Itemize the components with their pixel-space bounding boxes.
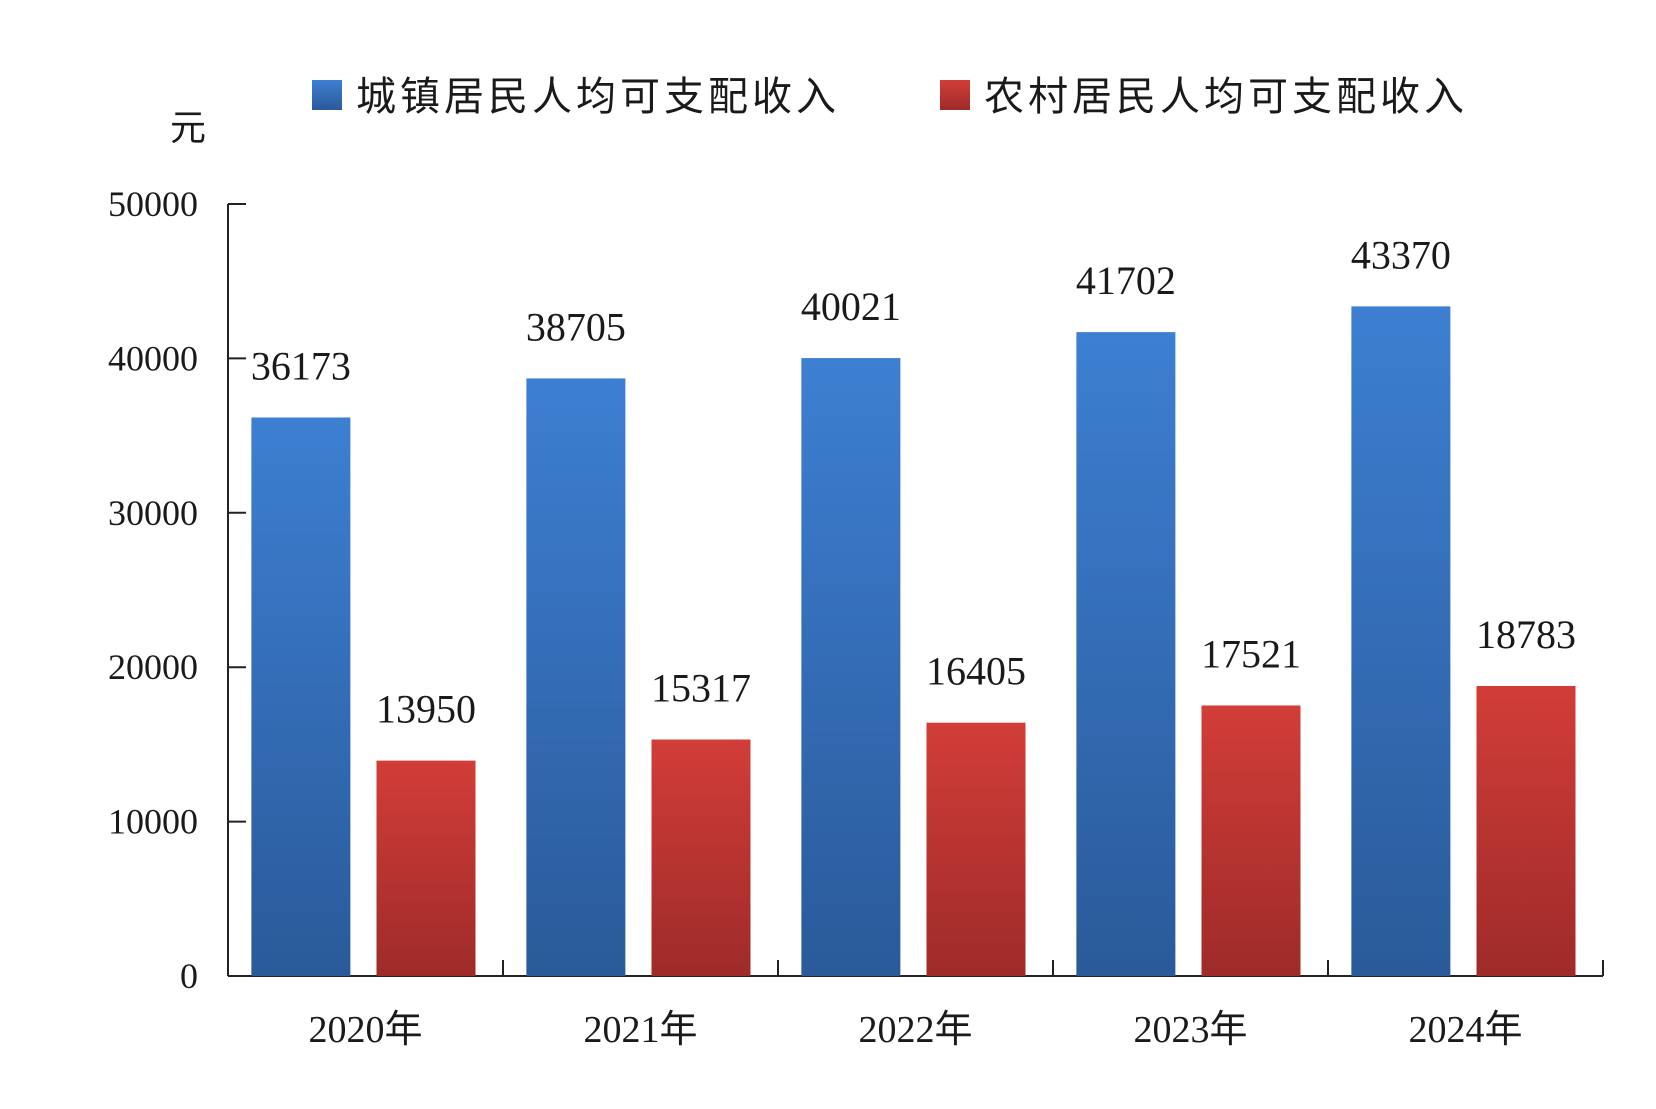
bar-rural <box>1201 705 1301 976</box>
data-label-rural: 18783 <box>1476 612 1576 657</box>
y-tick-label: 20000 <box>108 647 198 687</box>
data-label-urban: 38705 <box>526 304 626 349</box>
data-label-urban: 40021 <box>801 284 901 329</box>
data-label-rural: 16405 <box>926 649 1026 694</box>
y-axis-ticks: 0 10000 20000 30000 40000 50000 <box>108 184 246 996</box>
legend-swatch-urban <box>312 80 342 110</box>
data-label-urban: 41702 <box>1076 258 1176 303</box>
legend: 城镇居民人均可支配收入 农村居民人均可支配收入 <box>312 74 1468 119</box>
x-category-label: 2024年 <box>1408 1009 1522 1051</box>
y-tick-label: 50000 <box>108 184 198 224</box>
data-label-urban: 36173 <box>251 343 351 388</box>
bar-urban <box>801 358 901 976</box>
bar-urban <box>251 417 351 976</box>
y-tick-label: 0 <box>180 956 198 996</box>
x-category-label: 2022年 <box>858 1009 972 1051</box>
y-tick-label: 40000 <box>108 338 198 378</box>
bar-rural <box>651 739 751 976</box>
legend-swatch-rural <box>940 80 970 110</box>
bar-urban <box>1351 306 1451 976</box>
bar-rural <box>376 760 476 976</box>
bars <box>251 306 1576 977</box>
x-category-label: 2020年 <box>308 1009 422 1051</box>
data-label-rural: 15317 <box>651 666 751 711</box>
bar-rural <box>1476 685 1576 976</box>
x-category-label: 2023年 <box>1133 1009 1247 1051</box>
bar-urban <box>1076 332 1176 977</box>
x-category-label: 2021年 <box>583 1009 697 1051</box>
y-tick-label: 10000 <box>108 802 198 842</box>
bar-rural <box>926 722 1026 976</box>
data-label-rural: 17521 <box>1201 631 1301 676</box>
bar-urban <box>526 378 626 977</box>
x-axis-ticks <box>502 960 1604 976</box>
y-tick-label: 30000 <box>108 493 198 533</box>
legend-label-rural: 农村居民人均可支配收入 <box>984 74 1468 119</box>
data-labels: 36173 13950 38705 15317 40021 16405 41702 17521… <box>251 232 1576 731</box>
y-axis-unit: 元 <box>170 108 206 148</box>
category-labels: 2020年 2021年 2022年 2023年 2024年 <box>308 1009 1522 1051</box>
data-label-rural: 13950 <box>376 687 476 732</box>
legend-label-urban: 城镇居民人均可支配收入 <box>356 74 840 119</box>
data-label-urban: 43370 <box>1351 232 1451 277</box>
